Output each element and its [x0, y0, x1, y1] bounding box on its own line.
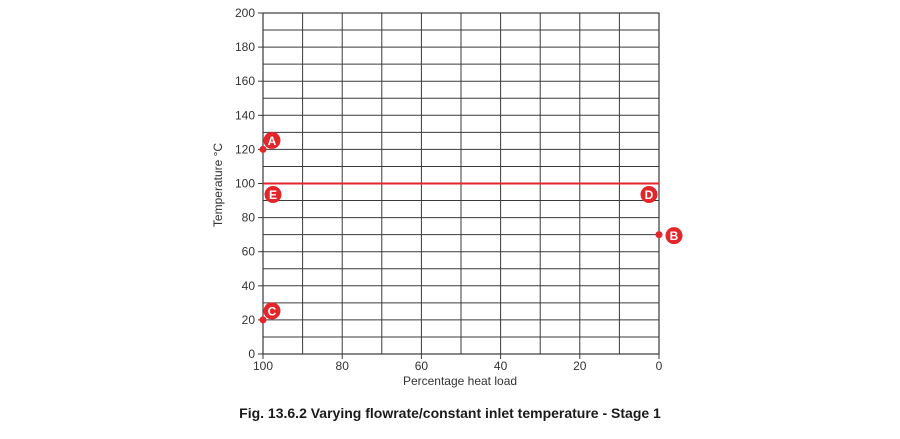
x-tick-label: 100	[253, 359, 273, 373]
y-tick-label: 180	[235, 40, 255, 54]
y-tick-label: 0	[248, 347, 255, 361]
point-b-label: B	[670, 229, 679, 243]
figure-caption: Fig. 13.6.2 Varying flowrate/constant in…	[239, 405, 661, 421]
line-end-d-badge	[640, 186, 658, 203]
x-tick-label: 0	[656, 359, 663, 373]
point-c-badge	[263, 302, 281, 320]
point-c-label: C	[268, 304, 277, 318]
x-tick-label: 60	[415, 359, 429, 373]
point-a-badge	[263, 131, 281, 149]
point-c	[259, 316, 267, 324]
line-start-e-label: E	[269, 188, 277, 202]
series: E D A B C	[259, 131, 683, 324]
y-tick-label: 160	[235, 74, 255, 88]
y-tick-label: 140	[235, 108, 255, 122]
y-axis-label: Temperature °C	[211, 143, 225, 227]
x-axis-label: Percentage heat load	[403, 374, 517, 388]
y-tick-label: 120	[235, 142, 255, 156]
point-b	[655, 231, 663, 239]
x-tick-label: 20	[573, 359, 587, 373]
grid	[262, 12, 660, 355]
y-tick-label: 40	[242, 279, 256, 293]
y-tick-label: 80	[242, 211, 256, 225]
y-tick-label: 60	[242, 245, 256, 259]
line-start-e-badge	[264, 186, 282, 203]
y-tick-label: 20	[242, 313, 256, 327]
y-tick-label: 100	[235, 177, 255, 191]
x-tick-label: 80	[336, 359, 350, 373]
line-end-d-label: D	[645, 188, 654, 202]
point-a-label: A	[268, 134, 277, 148]
point-b-badge	[665, 227, 683, 245]
point-a	[259, 145, 267, 153]
y-tick-label: 200	[235, 6, 255, 20]
x-tick-label: 40	[494, 359, 508, 373]
